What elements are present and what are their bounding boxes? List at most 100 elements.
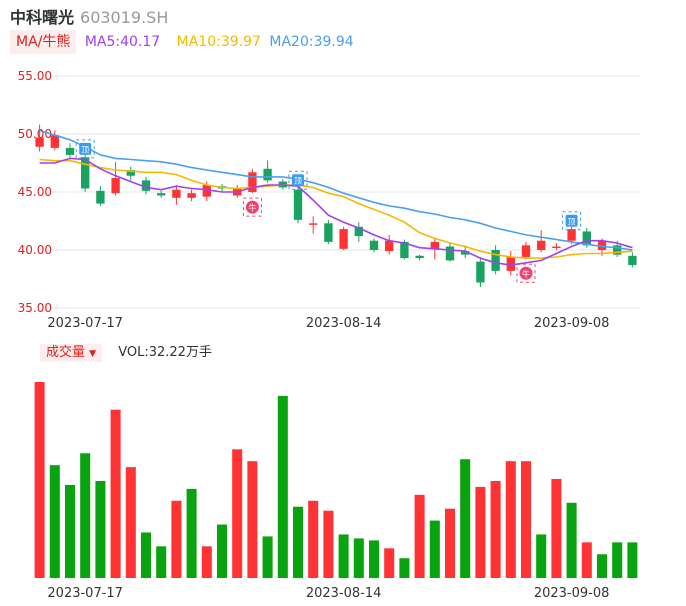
candle-down xyxy=(613,245,622,255)
candle-down xyxy=(324,223,333,242)
ma-legend: MA/牛熊 MA5:40.17 MA10:39.97 MA20:39.94 xyxy=(10,30,354,54)
volume-bar-down xyxy=(429,520,440,578)
y-tick-label: 45.00 xyxy=(18,185,52,199)
candle-down xyxy=(400,241,409,259)
volume-legend: 成交量 ▼ VOL:32.22万手 xyxy=(40,341,212,362)
x-tick-label: 2023-09-08 xyxy=(534,586,610,601)
volume-bar-down xyxy=(612,542,623,578)
top-signal-icon: 顶 xyxy=(75,139,95,159)
volume-bar-down xyxy=(536,534,547,578)
volume-bar-up xyxy=(201,546,212,578)
candle-up xyxy=(202,185,211,197)
volume-bar-down xyxy=(596,554,608,578)
volume-bar-down xyxy=(95,480,106,578)
volume-date-axis: 2023-07-17 2023-08-14 2023-09-08 xyxy=(47,586,609,601)
signal-label: 牛 xyxy=(248,203,256,213)
y-tick-label: 50.00 xyxy=(18,127,52,141)
candles xyxy=(35,124,637,288)
y-tick-label: 35.00 xyxy=(18,301,52,315)
volume-bar-down xyxy=(292,506,304,578)
signal-label: 顶 xyxy=(294,177,302,186)
candle-up xyxy=(339,229,348,249)
y-tick-label: 40.00 xyxy=(18,243,52,257)
candle-up xyxy=(567,229,576,241)
volume-bar-down xyxy=(216,524,228,578)
signal-frame xyxy=(288,170,308,190)
volume-bar-down xyxy=(262,536,273,578)
candle-up xyxy=(111,178,120,194)
candle-down xyxy=(476,261,485,283)
volume-bar-down xyxy=(368,540,380,578)
price-date-axis: 2023-07-17 2023-08-14 2023-09-08 xyxy=(47,316,609,331)
volume-bar-up xyxy=(520,461,532,578)
volume-bar-up xyxy=(308,500,319,578)
volume-toggle-label: 成交量 xyxy=(46,345,86,360)
candle-down xyxy=(582,231,591,246)
candle-up xyxy=(552,246,561,249)
volume-bar-down xyxy=(627,542,638,578)
volume-bar-up xyxy=(110,409,121,578)
x-tick-label: 2023-07-17 xyxy=(47,586,123,601)
volume-bar-down xyxy=(353,538,364,578)
candle-down xyxy=(491,250,500,271)
candle-up xyxy=(248,172,257,192)
volume-bar-down xyxy=(64,484,76,578)
signal-label: 顶 xyxy=(81,145,89,154)
ma10-label: MA10:39.97 xyxy=(176,34,261,50)
ma20-label: MA20:39.94 xyxy=(269,34,354,50)
candle-up xyxy=(172,189,181,198)
volume-bar-up xyxy=(505,461,516,578)
ma20-line xyxy=(39,129,633,251)
signal-badge xyxy=(565,214,578,227)
signal-label: 牛 xyxy=(522,269,530,279)
candle-down xyxy=(415,255,424,259)
signal-badge xyxy=(292,174,304,187)
volume-bar-down xyxy=(277,395,288,578)
candle-down xyxy=(461,251,470,255)
volume-value: VOL:32.22万手 xyxy=(118,345,212,360)
volume-bar-up xyxy=(475,486,486,578)
ma5-line xyxy=(39,157,633,266)
signal-frame xyxy=(75,139,95,159)
candle-down xyxy=(445,246,455,261)
signal-badge xyxy=(79,142,92,155)
candle-down xyxy=(354,226,363,237)
y-tick-label: 55.00 xyxy=(18,69,52,83)
candle-down xyxy=(81,157,90,189)
volume-bar-down xyxy=(399,558,410,578)
signal-badge xyxy=(519,266,533,280)
volume-bar-up xyxy=(323,510,334,578)
candle-up xyxy=(537,240,546,250)
volume-bar-up xyxy=(490,480,501,578)
volume-bar-up xyxy=(384,548,395,578)
volume-toggle-button[interactable]: 成交量 ▼ xyxy=(40,344,103,362)
price-grid xyxy=(50,75,640,309)
x-tick-label: 2023-08-14 xyxy=(306,586,382,601)
signal-frame xyxy=(562,211,582,231)
candle-up xyxy=(50,135,59,148)
stock-name: 中科曙光 xyxy=(10,8,75,27)
x-tick-label: 2023-07-17 xyxy=(47,316,123,331)
candle-up xyxy=(35,137,44,147)
stock-header: 中科曙光 603019.SH xyxy=(10,4,168,28)
caret-down-icon: ▼ xyxy=(89,349,97,359)
volume-bar-down xyxy=(140,532,152,578)
volume-bar-down xyxy=(566,502,577,578)
ma5-label: MA5:40.17 xyxy=(84,34,161,50)
candle-up xyxy=(521,245,531,257)
ma-toggle-button[interactable]: MA/牛熊 xyxy=(10,30,77,54)
bull-signal-icon: 牛 xyxy=(516,263,536,283)
candle-up xyxy=(187,193,196,198)
candle-down xyxy=(293,189,303,220)
candle-down xyxy=(65,147,75,155)
volume-bar-up xyxy=(414,494,425,578)
x-tick-label: 2023-08-14 xyxy=(306,316,382,331)
top-signal-icon: 顶 xyxy=(288,170,308,190)
signal-label: 顶 xyxy=(568,217,576,226)
volume-bar-down xyxy=(156,546,167,578)
volume-bar-up xyxy=(581,542,592,578)
stock-code: 603019.SH xyxy=(80,8,169,27)
volume-bar-up xyxy=(444,508,456,578)
